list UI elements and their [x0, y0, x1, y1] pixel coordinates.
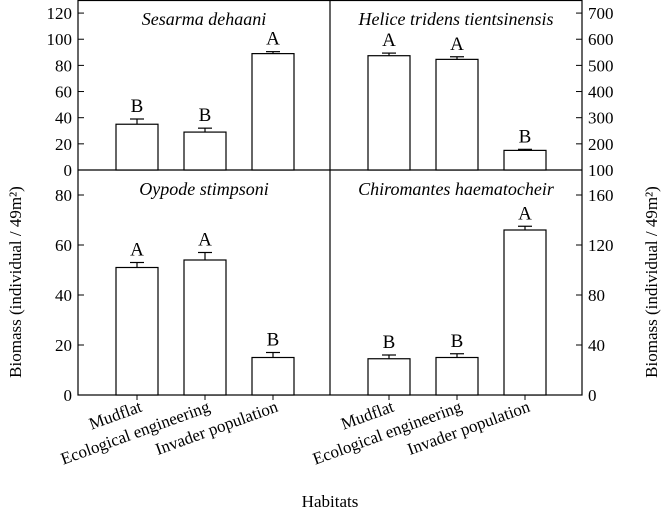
y-tick-label: 60 — [55, 83, 72, 102]
y-tick-label: 600 — [588, 30, 614, 49]
y-axis-title-left: Biomass (individual / 49m²) — [6, 186, 25, 378]
y-tick-label: 20 — [55, 135, 72, 154]
significance-letter: A — [382, 30, 396, 51]
panel-title: Chiromantes haematocheir — [358, 179, 555, 199]
significance-letter: B — [519, 126, 532, 147]
y-tick-label: 40 — [55, 286, 72, 305]
panel-top-left: Sesarma dehaani 0 20 40 60 80 100 120 B B A — [47, 4, 295, 180]
bar-invader-population — [251, 53, 295, 171]
panel-title: Helice tridens tientsinensis — [358, 9, 554, 29]
y-tick-label: 60 — [55, 236, 72, 255]
significance-letter: A — [198, 230, 212, 251]
significance-letter: A — [130, 240, 144, 261]
x-axis-title: Habitats — [302, 492, 359, 511]
bar-mudflat — [367, 358, 411, 396]
significance-letter: B — [199, 105, 212, 126]
y-tick-label: 100 — [588, 161, 614, 180]
y-tick-label: 400 — [588, 83, 614, 102]
panel-bottom-left: Oypode stimpsoni 0 20 40 60 80 A A B — [55, 179, 295, 405]
y-tick-label: 80 — [588, 286, 605, 305]
bar-mudflat — [367, 55, 411, 171]
y-tick-label: 0 — [64, 386, 73, 405]
y-tick-label: 100 — [47, 30, 73, 49]
y-tick-label: 500 — [588, 56, 614, 75]
y-tick-label: 20 — [55, 336, 72, 355]
panel-title: Oypode stimpsoni — [139, 179, 269, 199]
y-tick-label: 0 — [64, 161, 73, 180]
significance-letter: B — [451, 331, 464, 352]
bar-mudflat — [115, 123, 159, 171]
significance-letter: A — [518, 203, 532, 224]
y-tick-label: 700 — [588, 4, 614, 23]
bar-invader-population — [251, 356, 295, 396]
y-tick-label: 200 — [588, 135, 614, 154]
bar-ecological-engineering — [183, 259, 227, 396]
y-tick-label: 160 — [588, 186, 614, 205]
y-tick-label: 0 — [588, 386, 597, 405]
significance-letter: A — [266, 29, 280, 50]
panel-bottom-right: Chiromantes haematocheir 0 40 80 120 160 B B A — [358, 179, 613, 405]
bar-ecological-engineering — [435, 58, 479, 171]
significance-letter: B — [267, 330, 280, 351]
significance-letter: B — [131, 96, 144, 117]
y-tick-label: 80 — [55, 186, 72, 205]
panel-top-right: Helice tridens tientsinensis 100 200 300 400… — [358, 4, 614, 180]
bar-invader-population — [503, 229, 547, 396]
y-tick-label: 120 — [588, 236, 614, 255]
y-tick-label: 40 — [588, 336, 605, 355]
y-tick-label: 40 — [55, 109, 72, 128]
bar-invader-population — [503, 149, 547, 171]
significance-letter: A — [450, 34, 464, 55]
y-tick-label: 80 — [55, 56, 72, 75]
bar-mudflat — [115, 266, 159, 396]
y-tick-label: 120 — [47, 4, 73, 23]
significance-letter: B — [383, 332, 396, 353]
y-tick-label: 300 — [588, 109, 614, 128]
bar-ecological-engineering — [183, 131, 227, 171]
panel-title: Sesarma dehaani — [142, 9, 267, 29]
bar-ecological-engineering — [435, 356, 479, 396]
y-axis-title-right: Biomass (individual / 49m²) — [642, 186, 661, 378]
